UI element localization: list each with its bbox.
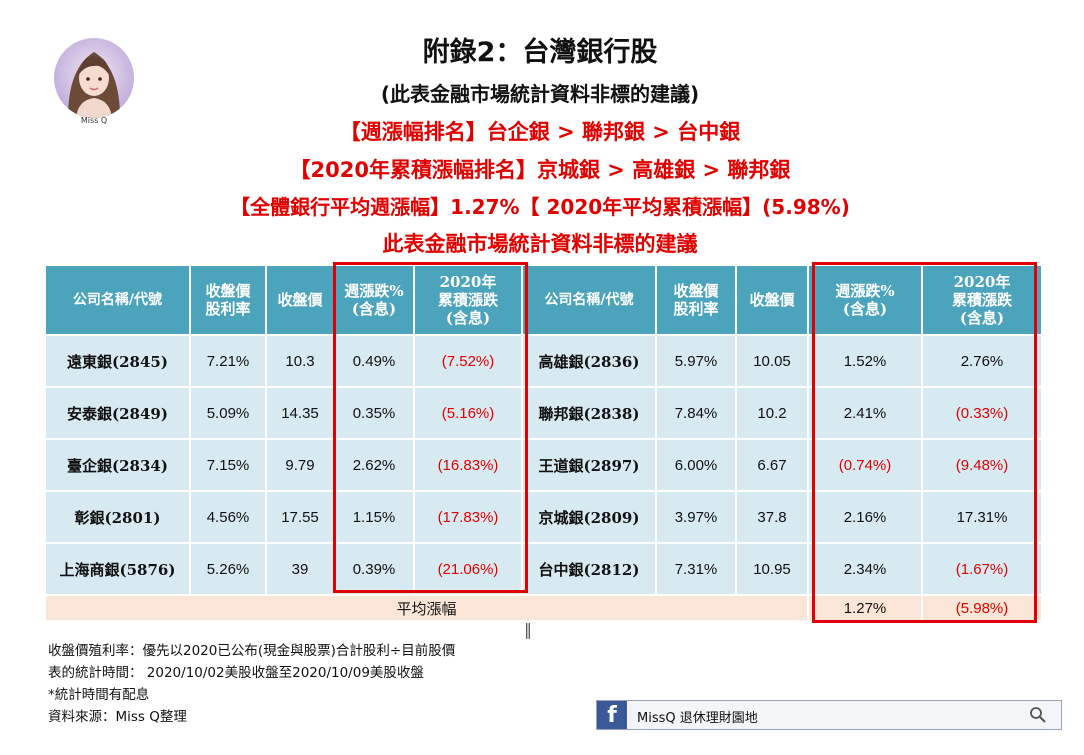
header-yield-right: 收盤價 股利率 <box>656 266 737 335</box>
avatar <box>54 38 134 118</box>
header-week-left: 週漲跌% (含息) <box>334 266 415 335</box>
header-company-left: 公司名稱/代號 <box>46 266 191 335</box>
ytd-ranking: 【2020年累積漲幅排名】京城銀 > 高雄銀 > 聯邦銀 <box>289 158 791 182</box>
average-week: 1.27% <box>808 594 923 620</box>
cell-ytd: (16.83%) <box>414 438 523 491</box>
cell-price: 10.3 <box>266 334 335 387</box>
cell-ytd: (5.16%) <box>414 386 523 439</box>
avatar-portrait-icon <box>54 38 134 118</box>
note-period: 表的統計時間： 2020/10/02美股收盤至2020/10/09美股收盤 <box>48 665 424 681</box>
cell-week: 1.52% <box>808 334 923 387</box>
cell-price: 9.79 <box>266 438 335 491</box>
header-price-right: 收盤價 <box>736 266 809 335</box>
header-week-right: 週漲跌% (含息) <box>808 266 923 335</box>
table-row: 安泰銀(2849) 5.09% 14.35 0.35% (5.16%) 聯邦銀(… <box>46 386 1043 439</box>
header-ytd-left: 2020年 累積漲跌 (含息) <box>414 266 523 335</box>
cell-price: 10.95 <box>736 542 809 595</box>
cell-yield: 7.31% <box>656 542 737 595</box>
weekly-ranking: 【週漲幅排名】台企銀 > 聯邦銀 > 台中銀 <box>339 120 741 144</box>
cell-name: 台中銀(2812) <box>522 542 657 595</box>
average-summary: 【全體銀行平均週漲幅】1.27%【 2020年平均累積漲幅】(5.98%) <box>230 195 850 219</box>
cell-price: 10.05 <box>736 334 809 387</box>
cell-name: 上海商銀(5876) <box>46 542 191 595</box>
page-subtitle: (此表金融市場統計資料非標的建議) <box>380 82 700 106</box>
note-yield-definition: 收盤價殖利率：優先以2020已公布(現金與股票)合計股利÷目前股價 <box>48 643 456 659</box>
header-yield-left: 收盤價 股利率 <box>190 266 267 335</box>
cell-price: 14.35 <box>266 386 335 439</box>
cell-yield: 6.00% <box>656 438 737 491</box>
cell-name: 彰銀(2801) <box>46 490 191 543</box>
cell-yield: 7.15% <box>190 438 267 491</box>
cell-yield: 5.97% <box>656 334 737 387</box>
cell-yield: 3.97% <box>656 490 737 543</box>
cell-name: 遠東銀(2845) <box>46 334 191 387</box>
average-label: 平均漲幅 <box>46 594 809 620</box>
divider-mark: ‖ <box>524 620 532 639</box>
header-company-right: 公司名稱/代號 <box>522 266 657 335</box>
cell-name: 高雄銀(2836) <box>522 334 657 387</box>
cell-yield: 4.56% <box>190 490 267 543</box>
cell-yield: 7.21% <box>190 334 267 387</box>
cell-week: 2.41% <box>808 386 923 439</box>
cell-week: (0.74%) <box>808 438 923 491</box>
note-source: 資料來源：Miss Q整理 <box>48 709 187 725</box>
table-row: 臺企銀(2834) 7.15% 9.79 2.62% (16.83%) 王道銀(… <box>46 438 1043 491</box>
cell-week: 0.39% <box>334 542 415 595</box>
cell-ytd: (7.52%) <box>414 334 523 387</box>
cell-ytd: (1.67%) <box>922 542 1043 595</box>
cell-price: 39 <box>266 542 335 595</box>
cell-name: 聯邦銀(2838) <box>522 386 657 439</box>
header-price-left: 收盤價 <box>266 266 335 335</box>
cell-ytd: 2.76% <box>922 334 1043 387</box>
search-icon[interactable] <box>1029 706 1047 724</box>
cell-name: 安泰銀(2849) <box>46 386 191 439</box>
footnotes: 收盤價殖利率：優先以2020已公布(現金與股票)合計股利÷目前股價 表的統計時間… <box>48 640 455 728</box>
cell-price: 10.2 <box>736 386 809 439</box>
cell-week: 2.16% <box>808 490 923 543</box>
cell-name: 王道銀(2897) <box>522 438 657 491</box>
average-row: 平均漲幅 1.27% (5.98%) <box>46 594 1043 620</box>
cell-yield: 5.09% <box>190 386 267 439</box>
facebook-icon: f <box>597 701 627 729</box>
disclaimer: 此表金融市場統計資料非標的建議 <box>382 232 698 256</box>
average-ytd: (5.98%) <box>922 594 1043 620</box>
page-title: 附錄2：台灣銀行股 <box>422 37 658 68</box>
cell-week: 0.49% <box>334 334 415 387</box>
bank-stock-table: 公司名稱/代號 收盤價 股利率 收盤價 週漲跌% (含息) 2020年 累積漲跌 (含息… <box>46 266 1043 620</box>
table-header-row: 公司名稱/代號 收盤價 股利率 收盤價 週漲跌% (含息) 2020年 累積漲跌 (含息… <box>46 266 1043 335</box>
table-row: 遠東銀(2845) 7.21% 10.3 0.49% (7.52%) 高雄銀(2… <box>46 334 1043 387</box>
avatar-caption: Miss Q <box>80 116 108 125</box>
cell-yield: 5.26% <box>190 542 267 595</box>
cell-price: 37.8 <box>736 490 809 543</box>
header-ytd-right: 2020年 累積漲跌 (含息) <box>922 266 1043 335</box>
note-dividend: *統計時間有配息 <box>48 687 150 703</box>
cell-ytd: (9.48%) <box>922 438 1043 491</box>
cell-price: 6.67 <box>736 438 809 491</box>
cell-week: 1.15% <box>334 490 415 543</box>
table-row: 上海商銀(5876) 5.26% 39 0.39% (21.06%) 台中銀(2… <box>46 542 1043 595</box>
cell-ytd: 17.31% <box>922 490 1043 543</box>
cell-yield: 7.84% <box>656 386 737 439</box>
facebook-search-bar[interactable]: f MissQ 退休理財園地 <box>596 700 1062 730</box>
cell-ytd: (0.33%) <box>922 386 1043 439</box>
table-row: 彰銀(2801) 4.56% 17.55 1.15% (17.83%) 京城銀(… <box>46 490 1043 543</box>
cell-name: 京城銀(2809) <box>522 490 657 543</box>
cell-week: 0.35% <box>334 386 415 439</box>
cell-week: 2.62% <box>334 438 415 491</box>
cell-ytd: (17.83%) <box>414 490 523 543</box>
facebook-page-name[interactable]: MissQ 退休理財園地 <box>637 711 758 726</box>
cell-name: 臺企銀(2834) <box>46 438 191 491</box>
cell-ytd: (21.06%) <box>414 542 523 595</box>
cell-week: 2.34% <box>808 542 923 595</box>
cell-price: 17.55 <box>266 490 335 543</box>
